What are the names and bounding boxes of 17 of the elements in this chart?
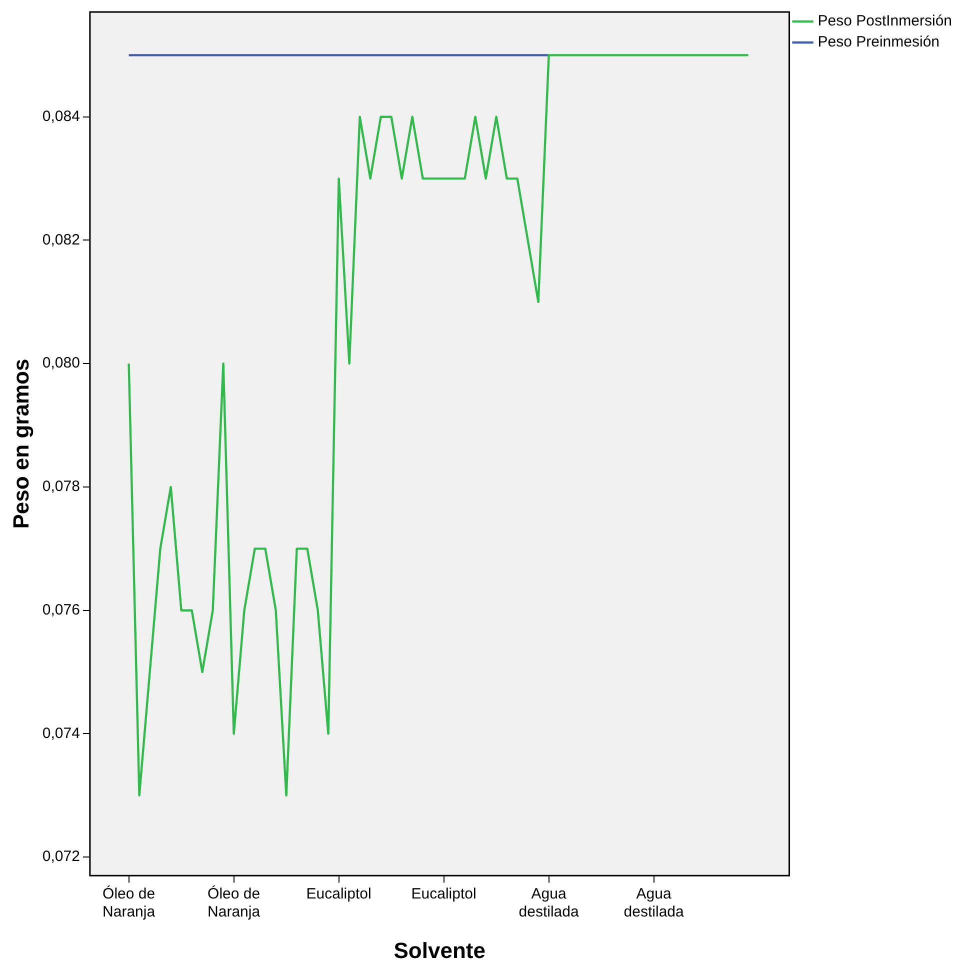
x-tick-label: Agua destilada bbox=[518, 886, 580, 921]
y-axis-title: Peso en gramos bbox=[8, 358, 34, 529]
x-axis-title: Solvente bbox=[394, 938, 486, 963]
legend-label: Peso PostInmersión bbox=[818, 12, 952, 30]
y-tick-label: 0,082 bbox=[42, 231, 80, 248]
legend-label: Peso Preinmesión bbox=[818, 34, 940, 51]
x-tick-label: Óleo de Naranja bbox=[208, 884, 261, 921]
x-tick-label: Agua destilada bbox=[624, 886, 684, 921]
y-tick-label: 0,078 bbox=[42, 478, 80, 496]
x-tick-label: Óleo de Naranja bbox=[102, 884, 156, 921]
y-tick-label: 0,076 bbox=[42, 601, 80, 618]
y-tick-label: 0,084 bbox=[42, 108, 80, 126]
y-tick-label: 0,072 bbox=[42, 848, 80, 866]
x-tick-label: Eucaliptol bbox=[306, 886, 372, 903]
x-tick-label: Eucaliptol bbox=[411, 886, 476, 903]
y-tick-label: 0,074 bbox=[42, 724, 80, 742]
y-tick-label: 0,080 bbox=[42, 354, 80, 372]
